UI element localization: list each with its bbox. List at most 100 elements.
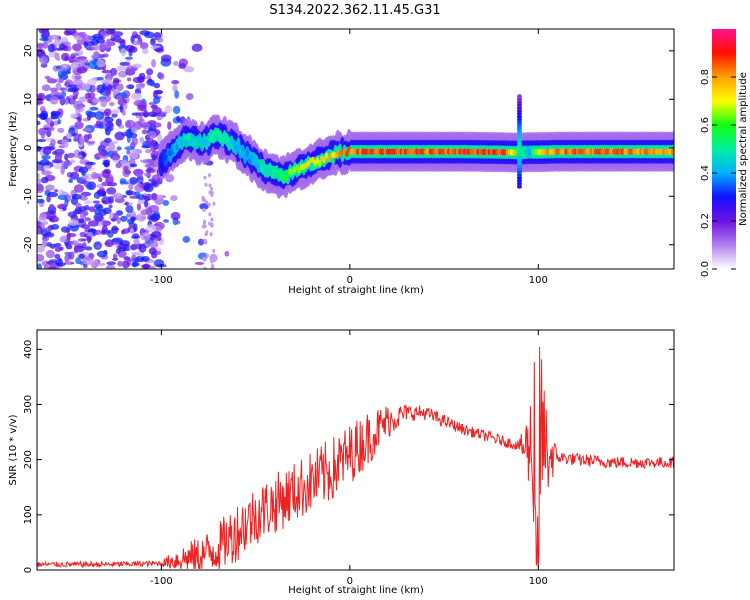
noise-speckle (49, 203, 55, 209)
noise-speckle (203, 175, 207, 180)
noise-speckle (77, 154, 83, 159)
noise-speckle (208, 221, 212, 226)
ridge-cell (324, 152, 329, 159)
noise-speckle (77, 58, 89, 64)
noise-speckle (115, 118, 122, 127)
noise-speckle (96, 262, 106, 267)
ridge-cell (188, 137, 193, 144)
noise-speckle (57, 69, 65, 79)
noise-speckle (64, 198, 69, 208)
y-tick-label: -10 (23, 188, 34, 204)
noise-speckle (47, 191, 59, 198)
noise-speckle (87, 220, 99, 227)
spectrogram-y-ticks: -20 -10 0 10 20 (23, 44, 674, 253)
noise-speckle (112, 212, 119, 221)
noise-speckle (139, 216, 147, 220)
noise-speckle (104, 239, 114, 248)
noise-speckle (113, 192, 124, 200)
noise-speckle (79, 212, 87, 220)
noise-speckle (207, 202, 211, 207)
noise-speckle (102, 155, 109, 159)
noise-speckle (143, 183, 154, 193)
noise-speckle (86, 114, 92, 121)
noise-speckle (156, 37, 164, 43)
noise-speckle (204, 232, 208, 237)
noise-speckle (116, 65, 127, 72)
noise-speckle (77, 238, 85, 242)
ridge-cell (245, 150, 250, 157)
noise-speckle (204, 182, 208, 187)
ridge-cell (207, 140, 211, 147)
noise-speckle (194, 261, 205, 265)
noise-speckle (64, 253, 69, 263)
noise-speckle (70, 171, 80, 180)
noise-speckle (104, 108, 112, 117)
noise-speckle (46, 260, 58, 265)
noise-speckle (54, 153, 63, 161)
noise-speckle (101, 181, 112, 187)
ridge-cell (164, 153, 168, 160)
noise-speckle (210, 259, 214, 264)
noise-speckle (89, 106, 99, 111)
noise-speckle (54, 246, 62, 252)
noise-speckle (101, 229, 111, 235)
noise-speckle (167, 121, 172, 131)
spectrogram-x-ticks: -100 0 100 (150, 29, 548, 286)
noise-speckle (37, 120, 41, 125)
noise-speckle (115, 162, 122, 169)
noise-speckle (48, 215, 60, 223)
noise-speckle (111, 154, 121, 161)
ridge-cell (225, 136, 229, 143)
noise-speckle (140, 232, 151, 241)
noise-speckle (98, 177, 103, 183)
ridge-cell (241, 145, 245, 152)
noise-speckle (46, 129, 52, 138)
x-tick-label: 0 (347, 576, 353, 587)
noise-speckle (40, 56, 48, 65)
noise-speckle (62, 207, 67, 211)
noise-speckle (64, 153, 69, 161)
noise-speckle (109, 37, 116, 41)
noise-speckle (165, 174, 175, 183)
noise-speckle (212, 248, 216, 253)
noise-speckle (191, 43, 203, 52)
noise-speckle (210, 223, 214, 228)
noise-speckle (150, 145, 157, 153)
noise-speckle (149, 240, 159, 249)
noise-speckle (91, 98, 102, 103)
y-tick-label: 0 (23, 145, 34, 151)
ridge-cell (236, 144, 241, 152)
noise-speckle (117, 260, 123, 267)
noise-speckle (77, 63, 86, 68)
noise-speckle (96, 76, 104, 81)
noise-speckle (135, 93, 143, 100)
noise-speckle (77, 82, 87, 91)
noise-speckle (131, 262, 140, 267)
noise-speckle (155, 194, 164, 199)
noise-speckle (96, 84, 105, 94)
ridge-cell (670, 148, 674, 155)
noise-speckle (124, 146, 135, 151)
noise-speckle (133, 238, 140, 246)
noise-speckle (69, 223, 80, 232)
noise-speckle (73, 184, 84, 193)
noise-speckle (150, 38, 156, 46)
noise-speckle (120, 215, 128, 222)
noise-speckle (96, 250, 108, 258)
noise-speckle (136, 203, 141, 211)
noise-speckle (41, 239, 48, 248)
noise-speckle (162, 199, 170, 207)
noise-speckle (210, 217, 214, 222)
noise-speckle (125, 65, 136, 75)
noise-speckle (112, 253, 118, 260)
noise-speckle (204, 240, 208, 245)
noise-speckle (102, 53, 109, 58)
noise-speckle (37, 145, 42, 152)
noise-speckle (147, 120, 157, 125)
noise-speckle (98, 122, 104, 129)
ridge-cell (186, 132, 191, 140)
noise-speckle (209, 232, 213, 237)
noise-speckle (131, 112, 139, 116)
noise-speckle (170, 195, 178, 202)
